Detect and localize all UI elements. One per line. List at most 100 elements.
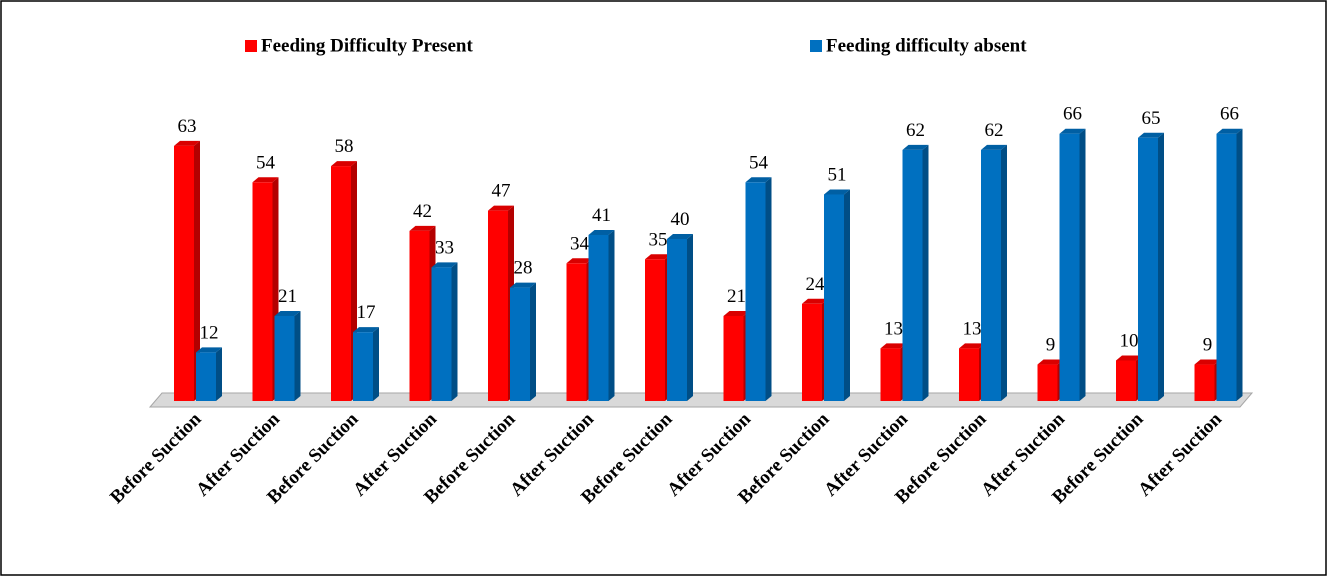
bar-top	[723, 310, 750, 316]
bar-side	[765, 177, 772, 401]
bar	[566, 263, 587, 401]
bar	[745, 182, 766, 401]
bar	[723, 315, 744, 401]
data-label: 63	[178, 116, 197, 137]
bar-top	[824, 189, 850, 195]
legend-label: Feeding difficulty absent	[826, 35, 1027, 56]
data-label: 13	[884, 318, 903, 339]
legend-label: Feeding Difficulty Present	[261, 35, 473, 56]
bar-side	[844, 189, 850, 401]
bar	[331, 166, 351, 401]
bar	[431, 267, 452, 401]
bar	[409, 230, 430, 401]
bar	[1216, 133, 1237, 401]
bar	[588, 234, 609, 401]
data-label: 62	[985, 120, 1004, 141]
data-label: 35	[649, 229, 668, 250]
bar	[824, 194, 844, 401]
bar-top	[1216, 128, 1243, 134]
bar-side	[687, 234, 693, 401]
bar	[353, 332, 373, 401]
bar-top	[1116, 355, 1142, 361]
data-label: 65	[1142, 108, 1161, 129]
bar-side	[1158, 132, 1164, 401]
bar-top	[566, 258, 593, 264]
data-label: 17	[357, 302, 376, 323]
data-label: 9	[1203, 335, 1213, 356]
bar	[645, 259, 665, 401]
legend-swatch	[245, 40, 257, 52]
bar	[802, 303, 822, 401]
bar-top	[645, 254, 671, 260]
bar-top	[510, 282, 536, 288]
bar-side	[1001, 144, 1007, 401]
bar-top	[902, 144, 929, 150]
bar-top	[667, 234, 693, 239]
bar	[174, 145, 194, 401]
bar-side	[451, 262, 458, 401]
data-label: 51	[828, 164, 847, 185]
bar-side	[922, 144, 929, 401]
bar	[510, 287, 530, 401]
bar-top	[431, 262, 458, 268]
data-label: 40	[671, 209, 690, 230]
bar-side	[530, 282, 536, 401]
bar-top	[174, 140, 200, 146]
floor	[148, 392, 1254, 408]
bar	[902, 149, 923, 401]
bar-top	[1037, 359, 1064, 365]
bar-side	[1236, 128, 1243, 401]
bar-side	[194, 140, 200, 401]
bar-top	[588, 229, 615, 235]
bar	[1037, 364, 1058, 401]
bar-top	[488, 205, 514, 211]
bar-top	[880, 343, 907, 349]
data-label: 21	[278, 286, 297, 307]
data-label: 41	[592, 205, 611, 226]
bar-top	[1059, 128, 1086, 134]
bar	[667, 239, 687, 401]
bar	[252, 182, 273, 401]
bar	[488, 210, 508, 401]
bar-top	[745, 177, 772, 183]
bar	[274, 315, 295, 401]
data-label: 12	[200, 322, 219, 343]
data-label: 54	[256, 152, 276, 173]
data-label: 66	[1220, 104, 1239, 125]
bar-side	[216, 347, 222, 401]
bar	[1116, 360, 1136, 401]
data-label: 13	[963, 318, 982, 339]
bar	[981, 149, 1001, 401]
legend-swatch	[810, 40, 822, 52]
bar-top	[252, 177, 279, 183]
data-label: 34	[570, 233, 590, 254]
data-label: 58	[335, 136, 354, 157]
bar-top	[196, 347, 222, 353]
bar-side	[373, 327, 379, 401]
data-label: 21	[727, 286, 746, 307]
bar-top	[802, 298, 828, 304]
data-label: 33	[435, 237, 454, 258]
bar-side	[294, 310, 301, 401]
bar	[1194, 364, 1215, 401]
bar-top	[331, 161, 357, 167]
bar-side	[1079, 128, 1086, 401]
bar-top	[1194, 359, 1221, 365]
data-label: 28	[514, 258, 533, 279]
bar-top	[981, 144, 1007, 150]
bar-top	[409, 225, 436, 231]
bar	[196, 352, 216, 401]
bar-top	[274, 310, 301, 316]
bar-top	[353, 327, 379, 333]
bar	[959, 348, 979, 401]
bar	[1138, 137, 1158, 401]
data-label: 9	[1046, 335, 1056, 356]
data-label: 42	[413, 201, 432, 222]
bar	[880, 348, 901, 401]
data-label: 47	[492, 181, 511, 202]
bar-side	[608, 229, 615, 401]
data-label: 66	[1063, 104, 1082, 125]
data-label: 24	[806, 274, 826, 295]
bar	[1059, 133, 1080, 401]
